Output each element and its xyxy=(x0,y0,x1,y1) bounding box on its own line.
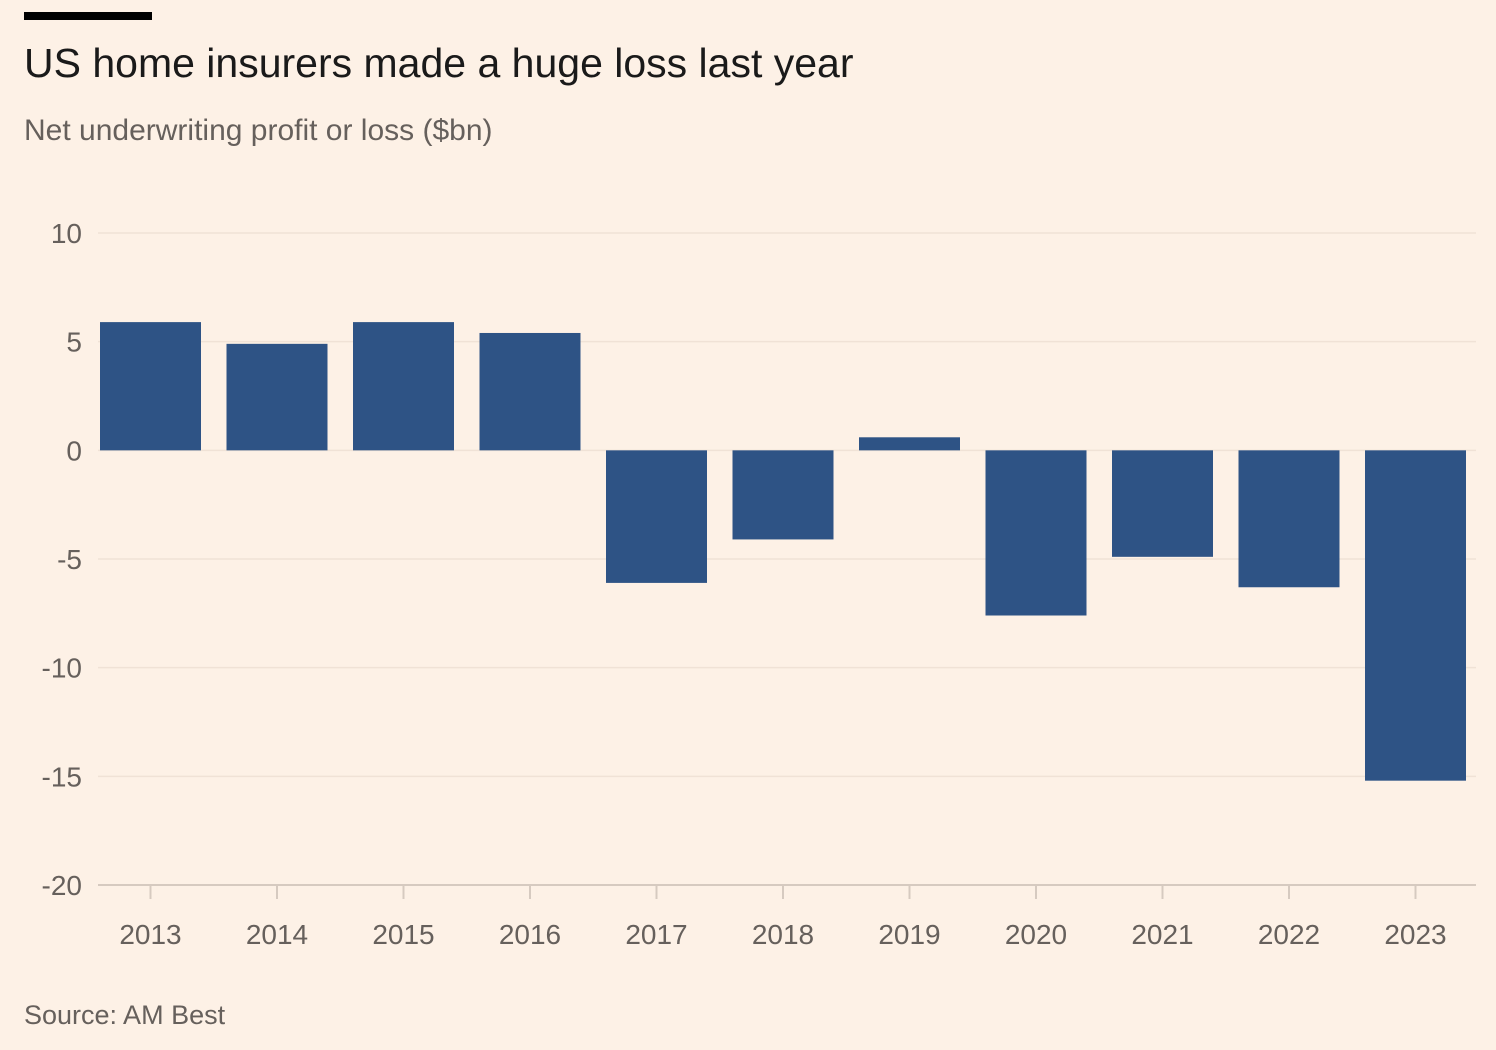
x-tick-label: 2016 xyxy=(499,919,561,950)
bar-2016 xyxy=(479,332,581,451)
x-tick-label: 2023 xyxy=(1384,919,1446,950)
x-tick-label: 2018 xyxy=(752,919,814,950)
x-tick-label: 2013 xyxy=(119,919,181,950)
x-tick-label: 2019 xyxy=(878,919,940,950)
y-tick-labels: 10 5 0 -5 -10 -15 -20 xyxy=(42,218,82,901)
y-tick-label: -15 xyxy=(42,761,82,792)
x-tick-label: 2021 xyxy=(1131,919,1193,950)
y-tick-label: 0 xyxy=(66,435,82,466)
bar-2023 xyxy=(1365,450,1466,781)
bar-2022 xyxy=(1238,450,1340,588)
x-tick-labels: 2013 2014 2015 2016 2017 2018 2019 2020 2021 2022… xyxy=(119,919,1446,950)
x-axis xyxy=(149,885,1417,899)
bar-2015 xyxy=(353,322,454,451)
bar-2013 xyxy=(100,322,201,451)
chart-title: US home insurers made a huge loss last y… xyxy=(24,40,854,86)
bar-2021 xyxy=(1112,450,1213,557)
bars xyxy=(100,322,1466,781)
y-tick-label: -20 xyxy=(42,870,82,901)
top-rule xyxy=(24,12,152,20)
x-tick-label: 2015 xyxy=(372,919,434,950)
bar-2018 xyxy=(732,450,834,540)
x-tick-label: 2022 xyxy=(1258,919,1320,950)
bar-2017 xyxy=(606,450,707,583)
x-tick-label: 2020 xyxy=(1005,919,1067,950)
source-note: Source: AM Best xyxy=(24,1000,226,1030)
chart-subtitle: Net underwriting profit or loss ($bn) xyxy=(24,114,493,147)
y-tick-label: 5 xyxy=(66,327,82,358)
bar-2019 xyxy=(859,437,960,451)
y-tick-label: 10 xyxy=(51,218,82,249)
x-tick-label: 2017 xyxy=(625,919,687,950)
bar-2020 xyxy=(985,450,1087,616)
bar-2014 xyxy=(226,343,328,451)
x-tick-label: 2014 xyxy=(246,919,308,950)
y-tick-label: -10 xyxy=(42,653,82,684)
y-tick-label: -5 xyxy=(57,544,82,575)
